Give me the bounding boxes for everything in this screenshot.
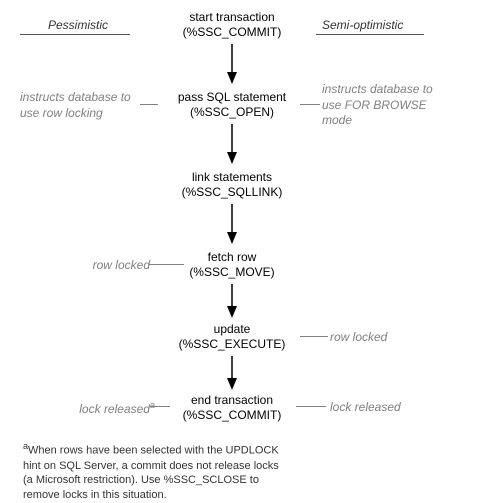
- conn-right-pass-sql: [300, 104, 320, 105]
- node-title: pass SQL statement: [157, 90, 307, 105]
- node-end-transaction: end transaction (%SSC_COMMIT): [157, 393, 307, 423]
- arrow-1-2: [226, 44, 238, 84]
- node-fetch-row: fetch row (%SSC_MOVE): [157, 250, 307, 280]
- conn-right-end: [296, 406, 326, 407]
- arrow-3-4: [226, 204, 238, 244]
- node-update: update (%SSC_EXECUTE): [157, 322, 307, 352]
- node-title: fetch row: [157, 250, 307, 265]
- ann-text: lock released: [79, 402, 150, 416]
- ann-text: instructs database to use FOR BROWSE mod…: [322, 82, 433, 127]
- node-sub: (%SSC_COMMIT): [157, 25, 307, 40]
- conn-right-update: [300, 336, 328, 337]
- conn-left-pass-sql: [140, 104, 158, 105]
- header-semi-optimistic: Semi-optimistic: [322, 18, 403, 32]
- node-link-statements: link statements (%SSC_SQLLINK): [157, 170, 307, 200]
- header-pessimistic: Pessimistic: [48, 18, 108, 32]
- ann-right-update: row locked: [330, 330, 410, 346]
- ann-text: instructs database to use row locking: [20, 90, 131, 120]
- node-sub: (%SSC_COMMIT): [157, 408, 307, 423]
- node-pass-sql: pass SQL statement (%SSC_OPEN): [157, 90, 307, 120]
- node-sub: (%SSC_MOVE): [157, 265, 307, 280]
- ann-text: row locked: [93, 258, 150, 272]
- node-title: start transaction: [157, 10, 307, 25]
- header-right-underline: [316, 34, 424, 35]
- node-sub: (%SSC_EXECUTE): [157, 337, 307, 352]
- ann-left-end: lock releaseda: [55, 400, 155, 418]
- conn-left-end: [150, 406, 170, 407]
- conn-left-fetch: [148, 264, 184, 265]
- arrow-5-6: [226, 356, 238, 390]
- ann-text: row locked: [330, 330, 387, 344]
- footnote-text: When rows have been selected with the UP…: [23, 445, 279, 502]
- ann-left-pass-sql: instructs database to use row locking: [20, 90, 140, 121]
- ann-right-end: lock released: [330, 400, 430, 416]
- node-sub: (%SSC_SQLLINK): [157, 185, 307, 200]
- flowchart-canvas: { "headers": { "left": "Pessimistic", "r…: [0, 0, 500, 501]
- node-start-transaction: start transaction (%SSC_COMMIT): [157, 10, 307, 40]
- node-title: link statements: [157, 170, 307, 185]
- node-title: end transaction: [157, 393, 307, 408]
- node-title: update: [157, 322, 307, 337]
- arrow-2-3: [226, 124, 238, 164]
- ann-left-fetch: row locked: [70, 258, 150, 274]
- ann-sup: a: [150, 400, 155, 410]
- header-left-text: Pessimistic: [48, 18, 108, 32]
- arrow-4-5: [226, 284, 238, 318]
- node-sub: (%SSC_OPEN): [157, 105, 307, 120]
- header-right-text: Semi-optimistic: [322, 18, 403, 32]
- footnote: aWhen rows have been selected with the U…: [23, 440, 283, 503]
- ann-right-pass-sql: instructs database to use FOR BROWSE mod…: [322, 82, 442, 129]
- header-left-underline: [20, 34, 130, 35]
- ann-text: lock released: [330, 400, 401, 414]
